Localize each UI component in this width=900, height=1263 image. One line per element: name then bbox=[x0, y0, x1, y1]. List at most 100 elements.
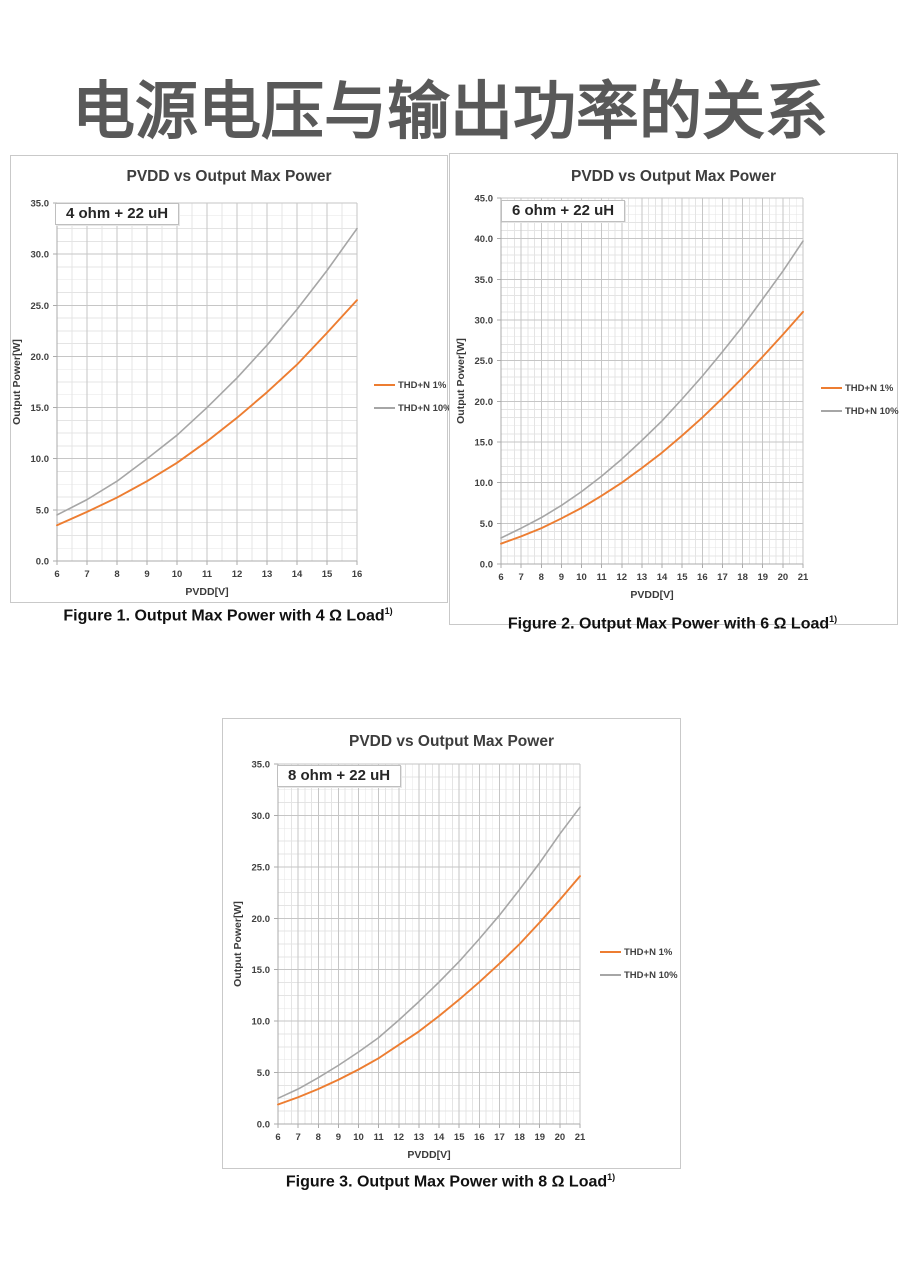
x-tick-label: 11 bbox=[597, 572, 608, 583]
chart2-legend: THD+N 1% THD+N 10% bbox=[821, 381, 899, 418]
x-tick-label: 10 bbox=[576, 572, 587, 583]
axes bbox=[497, 197, 804, 568]
y-tick-label: 25.0 bbox=[252, 862, 271, 873]
x-tick-label: 6 bbox=[275, 1132, 280, 1143]
y-tick-label: 25.0 bbox=[475, 356, 494, 367]
x-axis-title: PVDD[V] bbox=[407, 1149, 450, 1161]
y-tick-label: 20.0 bbox=[252, 914, 271, 925]
chart2-load-annotation: 6 ohm + 22 uH bbox=[501, 200, 626, 222]
x-tick-label: 11 bbox=[202, 569, 213, 580]
x-tick-label: 9 bbox=[336, 1132, 341, 1143]
y-tick-label: 5.0 bbox=[257, 1068, 270, 1079]
caption-text: Figure 2. Output Max Power with 6 Ω Load bbox=[507, 615, 830, 633]
figure3-panel: PVDD vs Output Max Power 6 7 8 9 10 11 12 13 14 1… bbox=[222, 718, 681, 1169]
x-tick-label: 13 bbox=[262, 569, 273, 580]
chart1-load-annotation: 4 ohm + 22 uH bbox=[55, 203, 180, 225]
x-tick-label: 14 bbox=[292, 569, 303, 580]
x-tick-label: 15 bbox=[322, 569, 333, 580]
y-axis-title: Output Power[W] bbox=[11, 339, 23, 425]
series-thd1-line bbox=[500, 310, 804, 545]
thd10-line-swatch bbox=[374, 407, 395, 409]
legend-item-thd1: THD+N 1% bbox=[600, 945, 678, 959]
page-title: 电源电压与输出功率的关系 bbox=[72, 77, 828, 148]
x-tick-label: 13 bbox=[637, 572, 648, 583]
axes bbox=[274, 763, 581, 1128]
chart3-load-annotation: 8 ohm + 22 uH bbox=[277, 765, 402, 787]
x-tick-label: 19 bbox=[757, 572, 768, 583]
series-thd1-line bbox=[277, 875, 581, 1106]
tick-labels: 6 7 8 9 10 11 12 13 14 15 16 17 18 19 20 21 0.0 5.0 10.0 15… bbox=[475, 194, 809, 584]
y-tick-label: 0.0 bbox=[36, 557, 49, 568]
y-tick-label: 30.0 bbox=[31, 250, 50, 261]
caption-footnote-marker: 1) bbox=[829, 614, 838, 624]
y-tick-label: 45.0 bbox=[475, 194, 494, 205]
x-tick-label: 18 bbox=[514, 1132, 525, 1143]
thd1-line-swatch bbox=[821, 387, 842, 389]
y-tick-label: 15.0 bbox=[475, 438, 494, 449]
x-tick-label: 19 bbox=[534, 1132, 545, 1143]
legend-label: THD+N 10% bbox=[624, 969, 678, 981]
legend-item-thd10: THD+N 10% bbox=[821, 404, 899, 418]
series-thd10-line bbox=[500, 240, 804, 539]
legend-item-thd10: THD+N 10% bbox=[374, 401, 452, 415]
x-tick-label: 18 bbox=[737, 572, 748, 583]
y-tick-label: 5.0 bbox=[36, 505, 49, 516]
x-tick-label: 8 bbox=[539, 572, 544, 583]
tick-labels: 6 7 8 9 10 11 12 13 14 15 16 17 18 19 20 21 0.0 5.0 10.0 15… bbox=[252, 760, 586, 1144]
y-tick-label: 5.0 bbox=[480, 519, 493, 530]
caption-footnote-marker: 1) bbox=[384, 606, 393, 616]
x-axis-title: PVDD[V] bbox=[185, 586, 228, 598]
legend-item-thd10: THD+N 10% bbox=[600, 968, 678, 982]
x-tick-label: 20 bbox=[555, 1132, 566, 1143]
thd1-line-swatch bbox=[374, 384, 395, 386]
x-tick-label: 20 bbox=[778, 572, 789, 583]
thd10-line-swatch bbox=[600, 974, 621, 976]
x-tick-label: 17 bbox=[717, 572, 728, 583]
gridlines bbox=[500, 197, 804, 565]
x-tick-label: 16 bbox=[352, 569, 363, 580]
x-tick-label: 7 bbox=[295, 1132, 300, 1143]
y-tick-label: 10.0 bbox=[252, 1017, 271, 1028]
legend-label: THD+N 10% bbox=[398, 402, 452, 414]
y-tick-label: 30.0 bbox=[252, 811, 271, 822]
x-tick-label: 8 bbox=[316, 1132, 321, 1143]
caption-footnote-marker: 1) bbox=[607, 1172, 616, 1182]
x-tick-label: 13 bbox=[414, 1132, 425, 1143]
x-tick-label: 8 bbox=[114, 569, 119, 580]
series-thd1-line bbox=[56, 299, 358, 527]
x-tick-label: 17 bbox=[494, 1132, 505, 1143]
chart3-plot: 6 7 8 9 10 11 12 13 14 15 16 17 18 19 20 21 0.0 5.0 10.0 15… bbox=[232, 760, 586, 1162]
x-tick-label: 7 bbox=[518, 572, 523, 583]
legend-item-thd1: THD+N 1% bbox=[821, 381, 899, 395]
chart2-plot: 6 7 8 9 10 11 12 13 14 15 16 17 18 19 20 21 0.0 5.0 10.0 15… bbox=[455, 194, 809, 602]
gridlines bbox=[277, 763, 581, 1125]
x-tick-label: 16 bbox=[697, 572, 708, 583]
y-tick-label: 15.0 bbox=[252, 965, 271, 976]
x-tick-label: 6 bbox=[498, 572, 503, 583]
y-tick-label: 0.0 bbox=[480, 560, 493, 571]
gridlines bbox=[56, 202, 358, 562]
y-tick-label: 10.0 bbox=[475, 478, 494, 489]
figure3-caption: Figure 3. Output Max Power with 8 Ω Load… bbox=[222, 1172, 679, 1191]
legend-label: THD+N 10% bbox=[845, 405, 899, 417]
y-tick-label: 20.0 bbox=[31, 352, 50, 363]
y-tick-label: 0.0 bbox=[257, 1120, 270, 1131]
y-tick-label: 10.0 bbox=[31, 454, 50, 465]
x-axis-title: PVDD[V] bbox=[630, 589, 673, 601]
x-tick-label: 7 bbox=[84, 569, 89, 580]
caption-text: Figure 1. Output Max Power with 4 Ω Load bbox=[63, 607, 385, 625]
x-tick-label: 21 bbox=[575, 1132, 586, 1143]
figure1-caption: Figure 1. Output Max Power with 4 Ω Load… bbox=[10, 606, 446, 625]
x-tick-label: 6 bbox=[54, 569, 59, 580]
chart2-title: PVDD vs Output Max Power bbox=[571, 168, 776, 185]
x-tick-label: 14 bbox=[434, 1132, 445, 1143]
y-tick-label: 35.0 bbox=[475, 275, 494, 286]
x-tick-label: 16 bbox=[474, 1132, 485, 1143]
y-tick-label: 20.0 bbox=[475, 397, 494, 408]
x-tick-label: 15 bbox=[454, 1132, 465, 1143]
thd10-line-swatch bbox=[821, 410, 842, 412]
y-tick-label: 15.0 bbox=[31, 403, 50, 414]
x-tick-label: 14 bbox=[657, 572, 668, 583]
x-tick-label: 10 bbox=[172, 569, 183, 580]
y-tick-label: 30.0 bbox=[475, 316, 494, 327]
